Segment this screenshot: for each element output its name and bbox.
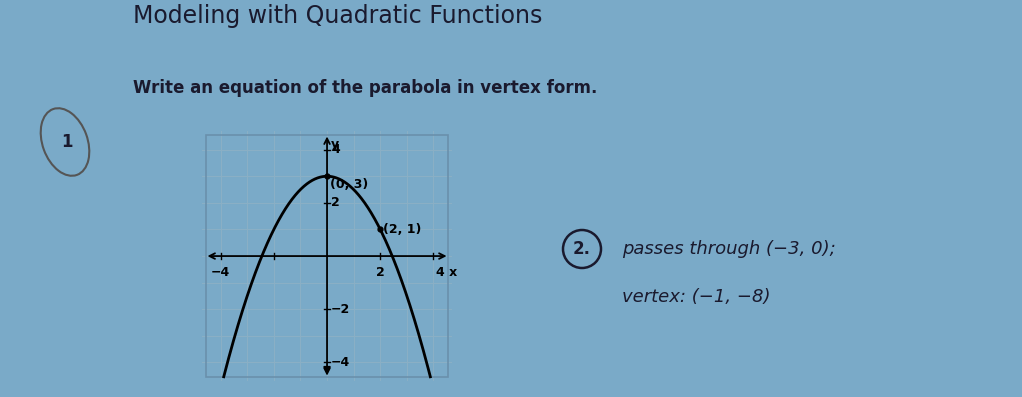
Text: −2: −2 [331, 303, 351, 316]
Text: −4: −4 [331, 356, 351, 369]
Text: (2, 1): (2, 1) [383, 223, 421, 236]
Text: (0, 3): (0, 3) [330, 177, 368, 191]
Text: vertex: (−1, −8): vertex: (−1, −8) [622, 288, 771, 306]
Text: 2.: 2. [573, 240, 591, 258]
Text: 1: 1 [61, 133, 73, 151]
Text: Write an equation of the parabola in vertex form.: Write an equation of the parabola in ver… [133, 79, 597, 97]
Text: 2: 2 [331, 197, 339, 209]
Text: passes through (−3, 0);: passes through (−3, 0); [622, 240, 836, 258]
Text: 4 x: 4 x [436, 266, 458, 279]
Text: 4: 4 [331, 143, 339, 156]
Text: y: y [331, 138, 339, 151]
Text: −4: −4 [211, 266, 230, 279]
Text: 2: 2 [376, 266, 384, 279]
Text: Modeling with Quadratic Functions: Modeling with Quadratic Functions [133, 4, 543, 28]
